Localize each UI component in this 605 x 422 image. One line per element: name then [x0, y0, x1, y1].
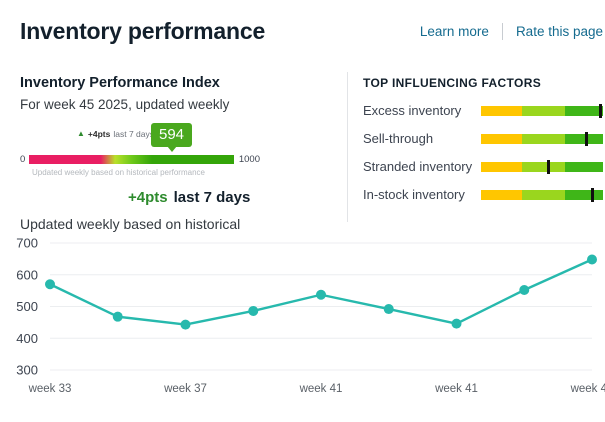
chart-y-axis-labels: 300 400 500 600 700 — [16, 236, 38, 378]
gauge-bar — [29, 155, 234, 164]
chart-data-point[interactable] — [248, 305, 259, 316]
factors-title: TOP INFLUENCING FACTORS — [363, 76, 542, 90]
chart-y-tick-label: 700 — [16, 236, 38, 251]
gauge-min-label: 0 — [20, 154, 26, 165]
page-header: Inventory performance Learn more Rate th… — [0, 0, 605, 62]
index-delta-points: +4pts — [128, 189, 168, 206]
chart-data-points — [45, 254, 597, 330]
index-subtitle: For week 45 2025, updated weekly — [20, 97, 230, 112]
chart-data-point[interactable] — [519, 284, 530, 295]
chart-x-tick-label: week 37 — [163, 383, 207, 395]
factor-bar-in-stock-inventory — [481, 187, 603, 202]
chart-data-point[interactable] — [383, 304, 394, 315]
chart-y-tick-label: 300 — [16, 363, 38, 378]
factor-label-sell-through: Sell-through — [363, 131, 434, 146]
factor-row: Excess inventory — [363, 103, 603, 118]
badge-pointer-icon — [166, 146, 177, 152]
top-influencing-factors-panel: TOP INFLUENCING FACTORS Excess inventory… — [363, 62, 603, 202]
chart-x-tick-label: week 41 — [434, 383, 478, 395]
index-title: Inventory Performance Index — [20, 75, 220, 91]
chart-x-tick-label: week 41 — [299, 383, 343, 395]
chart-y-tick-label: 400 — [16, 331, 38, 346]
index-delta-period: last 7 days — [173, 189, 251, 206]
trend-up-icon: ▲ — [77, 129, 85, 138]
index-gauge: ▲ +4pts last 7 days 594 0 1000 Updated w… — [20, 123, 260, 185]
factor-marker-in-stock-inventory — [590, 187, 594, 202]
index-score-badge: 594 — [151, 123, 193, 152]
gauge-row: 0 1000 — [20, 154, 260, 165]
factor-bar-excess-inventory — [481, 103, 603, 118]
factor-label-excess-inventory: Excess inventory — [363, 103, 462, 118]
gauge-delta-period: last 7 days — [113, 129, 155, 139]
inventory-performance-index-panel: Inventory Performance Index For week 45 … — [20, 62, 340, 232]
gauge-note: Updated weekly based on historical perfo… — [32, 168, 205, 177]
chart-data-point[interactable] — [112, 311, 123, 322]
page-title: Inventory performance — [20, 17, 266, 44]
header-links: Learn more Rate this page — [407, 22, 605, 40]
chart-data-point[interactable] — [316, 289, 326, 300]
factor-label-in-stock-inventory: In-stock inventory — [363, 187, 465, 202]
factor-bar-sell-through — [481, 131, 603, 146]
panel-divider — [347, 72, 348, 222]
index-updated-note: Updated weekly based on historical — [20, 216, 241, 232]
chart-x-tick-label: week 33 — [28, 383, 72, 395]
chart-x-tick-label: week 45 — [570, 383, 605, 395]
index-delta-summary: +4pts last 7 days — [128, 189, 340, 206]
index-score-value: 594 — [159, 126, 185, 143]
header-link-divider — [501, 22, 503, 40]
factor-row: In-stock inventory — [363, 187, 603, 202]
rate-this-page-link[interactable]: Rate this page — [515, 23, 603, 39]
chart-x-axis-labels: week 33 week 37 week 41 week 41 week 45 — [28, 383, 605, 395]
performance-trend-chart: 300 400 500 600 700 week 33 week 37 week 41 wee… — [0, 227, 605, 422]
chart-y-tick-label: 600 — [16, 267, 38, 282]
factor-bar-stranded-inventory — [481, 159, 603, 174]
factor-marker-sell-through — [584, 131, 588, 146]
factor-row: Stranded inventory — [363, 159, 603, 174]
gauge-delta-inline: ▲ +4pts last 7 days — [77, 129, 154, 139]
chart-data-point[interactable] — [180, 319, 191, 330]
factor-marker-excess-inventory — [599, 103, 603, 118]
chart-data-point[interactable] — [45, 279, 55, 290]
summary-panels: Inventory Performance Index For week 45 … — [0, 62, 605, 232]
factor-row: Sell-through — [363, 131, 603, 146]
chart-y-tick-label: 500 — [16, 299, 38, 314]
factor-marker-stranded-inventory — [546, 159, 550, 174]
learn-more-link[interactable]: Learn more — [419, 23, 489, 39]
gauge-delta-points: +4pts — [87, 129, 111, 139]
factor-label-stranded-inventory: Stranded inventory — [363, 159, 473, 174]
chart-data-point[interactable] — [451, 318, 462, 329]
chart-gridlines — [50, 242, 592, 371]
chart-data-point[interactable] — [587, 254, 597, 265]
gauge-max-label: 1000 — [238, 154, 260, 165]
